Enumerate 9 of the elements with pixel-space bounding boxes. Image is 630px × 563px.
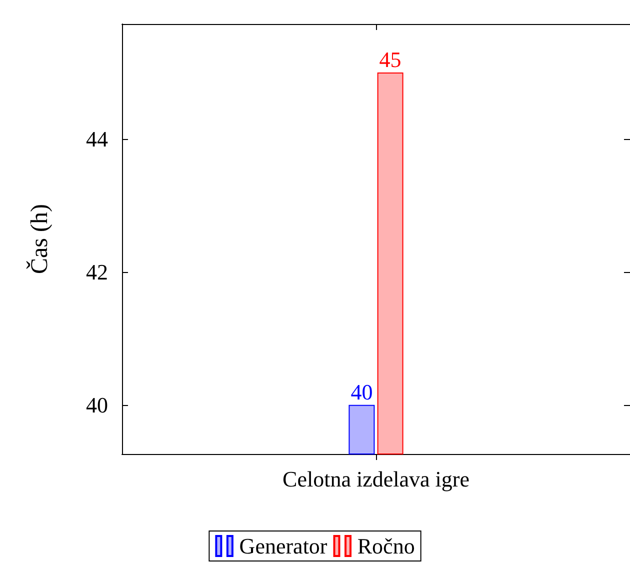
legend-label: Generator: [239, 534, 328, 558]
data-label: 45: [379, 47, 402, 72]
legend-label: Ročno: [357, 534, 415, 558]
y-tick-label: 40: [86, 392, 108, 418]
x-tick-label: Celotna izdelava igre: [282, 466, 470, 492]
y-tick-label: 42: [86, 259, 108, 284]
y-tick-label: 44: [86, 126, 108, 152]
data-label: 40: [350, 379, 373, 404]
y-axis-title: Čas (h): [26, 204, 53, 274]
